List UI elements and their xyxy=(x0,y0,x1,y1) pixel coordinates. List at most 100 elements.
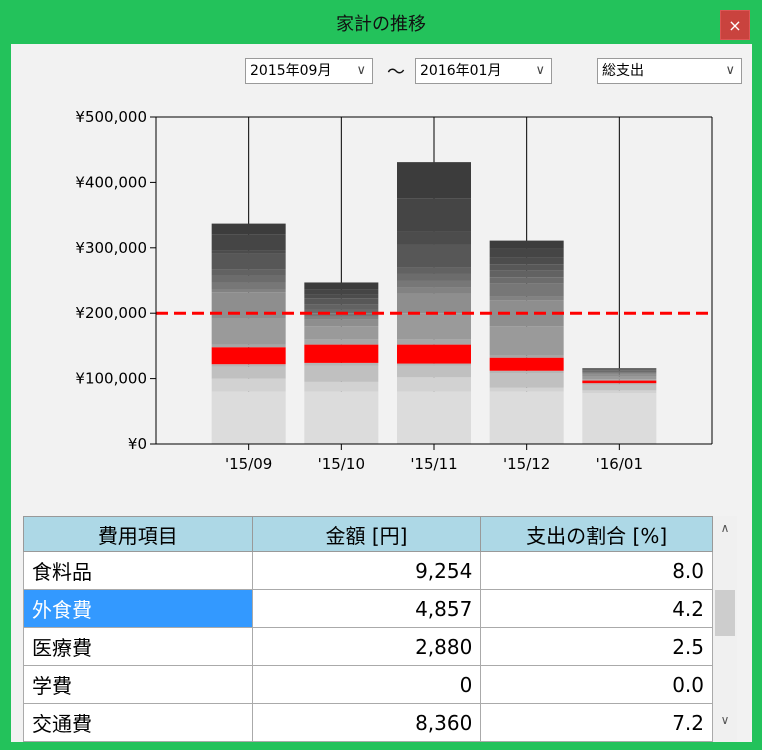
bar-segment xyxy=(582,369,657,371)
bar-segment xyxy=(582,384,657,391)
chevron-down-icon: ∨ xyxy=(725,63,735,78)
bar-segment xyxy=(397,293,471,314)
bar-segment xyxy=(397,231,471,245)
to-month-select[interactable]: 2016年01月 ∨ xyxy=(415,58,552,84)
cell-item[interactable]: 交通費 xyxy=(23,703,253,742)
bar-segment xyxy=(582,379,657,381)
table-row[interactable]: 外食費 4,857 4.2 xyxy=(23,589,713,628)
column-header-amount[interactable]: 金額 [円] xyxy=(251,516,482,552)
bar-segment xyxy=(211,234,286,251)
bar-segment xyxy=(582,370,657,373)
bar-segment xyxy=(211,364,286,367)
cell-item[interactable]: 学費 xyxy=(23,665,253,704)
bar-segment xyxy=(489,355,564,358)
bar-segment xyxy=(211,391,286,444)
bar-segment xyxy=(582,374,657,377)
bar-segment xyxy=(489,264,564,271)
cell-amount[interactable]: 2,880 xyxy=(251,627,482,666)
bar-segment xyxy=(304,282,379,290)
category-select[interactable]: 総支出 ∨ xyxy=(597,58,742,84)
bar-segment xyxy=(397,162,471,199)
bar-segment xyxy=(397,287,471,294)
table-row[interactable]: 学費 0 0.0 xyxy=(23,665,713,704)
bar-segment xyxy=(211,275,286,283)
from-month-value: 2015年09月 xyxy=(250,63,332,79)
cell-amount[interactable]: 4,857 xyxy=(251,589,482,628)
bar-segment xyxy=(304,319,379,327)
bar-segment xyxy=(304,326,379,340)
y-tick-label: ¥200,000 xyxy=(75,304,147,322)
scroll-thumb[interactable] xyxy=(715,590,735,636)
bar-segment xyxy=(397,344,471,364)
x-tick-label: '15/12 xyxy=(503,455,550,473)
bar-segment xyxy=(397,280,471,288)
expense-chart: ¥0 ¥100,000 ¥200,000 ¥300,000 ¥400,000 ¥500,0… xyxy=(75,108,713,473)
x-tick-label: '15/10 xyxy=(318,455,365,473)
column-header-item[interactable]: 費用項目 xyxy=(23,516,253,552)
close-button[interactable]: × xyxy=(720,10,750,40)
expense-table: 費用項目 金額 [円] 支出の割合 [%] 食料品 9,254 8.0 外食費 … xyxy=(23,516,713,742)
range-separator: ～ xyxy=(387,62,405,83)
bar-segment xyxy=(304,294,379,299)
column-header-ratio[interactable]: 支出の割合 [%] xyxy=(480,516,713,552)
scroll-up-icon[interactable]: ∧ xyxy=(720,521,730,535)
bar-segment xyxy=(489,357,564,371)
bar-segment xyxy=(582,372,657,374)
bar-segment xyxy=(397,198,471,232)
bar-segment xyxy=(211,378,286,392)
bar-segment xyxy=(397,244,471,268)
cell-ratio[interactable]: 8.0 xyxy=(480,551,713,590)
bar-segment xyxy=(304,289,379,295)
table-row[interactable]: 食料品 9,254 8.0 xyxy=(23,551,713,590)
bar-segment xyxy=(397,391,471,444)
bar-segment xyxy=(397,267,471,274)
bar-segment xyxy=(211,223,286,235)
client-area: 2015年09月 ∨ ～ 2016年01月 ∨ 総支出 ∨ ¥0 ¥100,000… xyxy=(11,44,752,742)
bar-segment xyxy=(304,339,379,345)
window-title: 家計の推移 xyxy=(336,14,426,35)
bar-segment xyxy=(489,391,564,444)
cell-ratio[interactable]: 4.2 xyxy=(480,589,713,628)
bar-segment xyxy=(304,344,379,363)
bar-segment xyxy=(582,368,657,370)
table-row[interactable]: 交通費 8,360 7.2 xyxy=(23,703,713,742)
bar-segment xyxy=(582,373,657,375)
cell-item[interactable]: 外食費 xyxy=(23,589,253,628)
cell-amount[interactable]: 8,360 xyxy=(251,703,482,742)
bar-segment xyxy=(211,366,286,379)
bar-segment xyxy=(489,270,564,278)
scroll-down-icon[interactable]: ∨ xyxy=(720,713,730,727)
bar-segment xyxy=(304,298,379,305)
bar-segment xyxy=(397,365,471,378)
table-row[interactable]: 医療費 2,880 2.5 xyxy=(23,627,713,666)
bar-segment xyxy=(211,344,286,348)
cell-ratio[interactable]: 0.0 xyxy=(480,665,713,704)
table-scrollbar[interactable]: ∧ ∨ xyxy=(713,516,737,742)
bar-segment xyxy=(304,313,379,317)
bar-segment xyxy=(211,269,286,276)
bar-segment xyxy=(397,273,471,281)
cell-amount[interactable]: 0 xyxy=(251,665,482,704)
chevron-down-icon: ∨ xyxy=(535,63,545,78)
y-tick-label: ¥400,000 xyxy=(75,173,147,191)
bar-segment xyxy=(582,390,657,393)
x-tick-label: '16/01 xyxy=(596,455,643,473)
bar-segment xyxy=(304,316,379,320)
bar-segment xyxy=(582,380,657,384)
from-month-select[interactable]: 2015年09月 ∨ xyxy=(245,58,373,84)
cell-ratio[interactable]: 7.2 xyxy=(480,703,713,742)
bar-segment xyxy=(489,373,564,388)
expense-table-container: 費用項目 金額 [円] 支出の割合 [%] 食料品 9,254 8.0 外食費 … xyxy=(23,516,713,742)
bar-segment xyxy=(211,318,286,345)
bar-segment xyxy=(304,362,379,366)
title-bar[interactable]: 家計の推移 × xyxy=(0,0,762,44)
bar-segment xyxy=(489,296,564,301)
cell-item[interactable]: 医療費 xyxy=(23,627,253,666)
cell-item[interactable]: 食料品 xyxy=(23,551,253,590)
cell-ratio[interactable]: 2.5 xyxy=(480,627,713,666)
bar-segment xyxy=(397,313,471,340)
cell-amount[interactable]: 9,254 xyxy=(251,551,482,590)
bar-segment xyxy=(489,257,564,265)
bar-segment xyxy=(304,365,379,382)
